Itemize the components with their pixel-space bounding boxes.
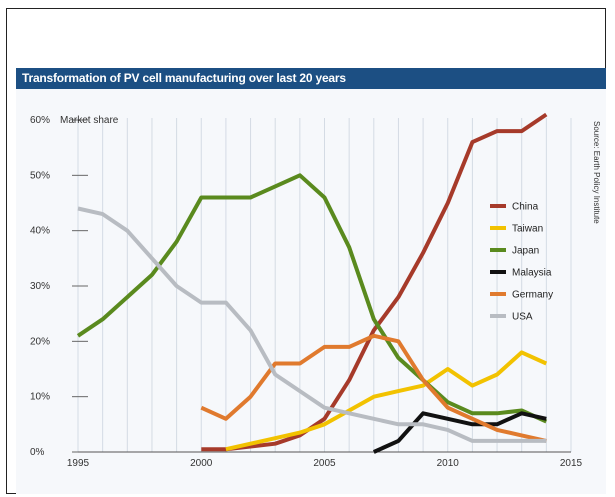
series-line-usa [77, 206, 547, 443]
legend-label: Taiwan [512, 224, 543, 235]
y-tick-labels: 0% 10% 20% 30% 40% 50% 60% [30, 115, 50, 458]
chart-area: 0% 10% 20% 30% 40% 50% 60% Market share 1995 20… [16, 89, 606, 494]
series-line-japan [76, 173, 548, 424]
series-lines [76, 112, 548, 454]
x-tick-labels: 1995 2000 2005 2010 2015 [67, 458, 583, 469]
y-tick-label: 30% [30, 281, 50, 292]
series-line-germany [200, 333, 547, 443]
series-line-malaysia [372, 411, 547, 454]
x-tick-label: 2005 [313, 458, 336, 469]
series-line-china [201, 112, 548, 452]
source-note: Source: Earth Policy Institute [592, 121, 601, 224]
y-tick-label: 40% [30, 226, 50, 237]
grid [72, 118, 572, 453]
series-line-taiwan [225, 350, 548, 452]
y-tick-label: 0% [30, 447, 45, 458]
line-chart: 0% 10% 20% 30% 40% 50% 60% Market share 1995 20… [30, 112, 601, 469]
x-tick-label: 1995 [67, 458, 90, 469]
chart-title: Transformation of PV cell manufacturing … [16, 68, 606, 89]
legend: China Taiwan Japan Malaysia Germany USA [490, 202, 553, 323]
legend-label: Japan [512, 246, 539, 257]
legend-label: Germany [512, 290, 553, 301]
y-tick-label: 20% [30, 336, 50, 347]
legend-label: China [512, 202, 539, 213]
legend-label: USA [512, 312, 533, 323]
x-tick-label: 2010 [437, 458, 460, 469]
y-tick-label: 60% [30, 115, 50, 126]
x-tick-label: 2000 [190, 458, 213, 469]
x-tick-label: 2015 [560, 458, 583, 469]
y-tick-label: 10% [30, 392, 50, 403]
y-axis-label: Market share [60, 115, 119, 126]
y-tick-label: 50% [30, 170, 50, 181]
legend-label: Malaysia [512, 268, 552, 279]
